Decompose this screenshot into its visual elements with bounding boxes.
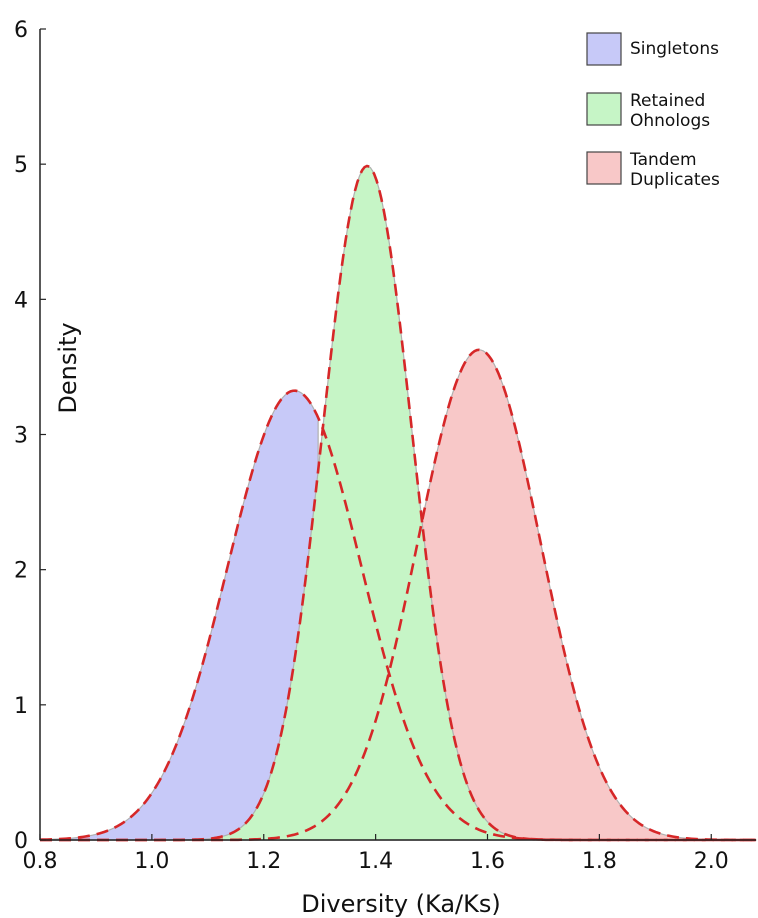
legend-entry-singletons: Singletons — [586, 32, 719, 66]
legend-label: Singletons — [630, 39, 719, 59]
x-tick-label: 1.0 — [134, 849, 169, 874]
legend-label: Retained Ohnologs — [630, 91, 710, 131]
x-tick-label: 1.6 — [470, 849, 505, 874]
area-retained-ohnologs — [40, 165, 756, 841]
legend-entry-tandem-duplicates: Tandem Duplicates — [586, 150, 720, 190]
y-tick-label: 5 — [14, 153, 28, 178]
y-tick-label: 2 — [14, 559, 28, 584]
x-tick-label: 2.0 — [694, 849, 729, 874]
legend: Singletons Retained Ohnologs Tandem Duplicat… — [586, 32, 720, 190]
x-axis-ticks: 0.8 1.0 1.2 1.4 1.6 1.8 2.0 — [23, 834, 729, 874]
x-tick-label: 1.4 — [358, 849, 393, 874]
y-tick-label: 3 — [14, 424, 28, 449]
legend-swatch — [586, 92, 622, 126]
x-tick-label: 0.8 — [23, 849, 58, 874]
y-axis-ticks: 0 1 2 3 4 5 6 — [14, 18, 46, 854]
legend-label: Tandem Duplicates — [629, 150, 720, 190]
y-tick-label: 4 — [14, 288, 28, 313]
x-tick-label: 1.2 — [246, 849, 281, 874]
legend-swatch — [586, 32, 622, 66]
legend-entry-retained-ohnologs: Retained Ohnologs — [586, 91, 710, 131]
y-tick-label: 6 — [14, 18, 28, 43]
density-areas — [39, 165, 757, 841]
legend-swatch — [586, 151, 622, 185]
y-axis-label: Density — [54, 322, 82, 413]
y-tick-label: 1 — [14, 694, 28, 719]
y-tick-label: 0 — [14, 829, 28, 854]
x-axis-label: Diversity (Ka/Ks) — [301, 890, 500, 918]
x-tick-label: 1.8 — [582, 849, 617, 874]
